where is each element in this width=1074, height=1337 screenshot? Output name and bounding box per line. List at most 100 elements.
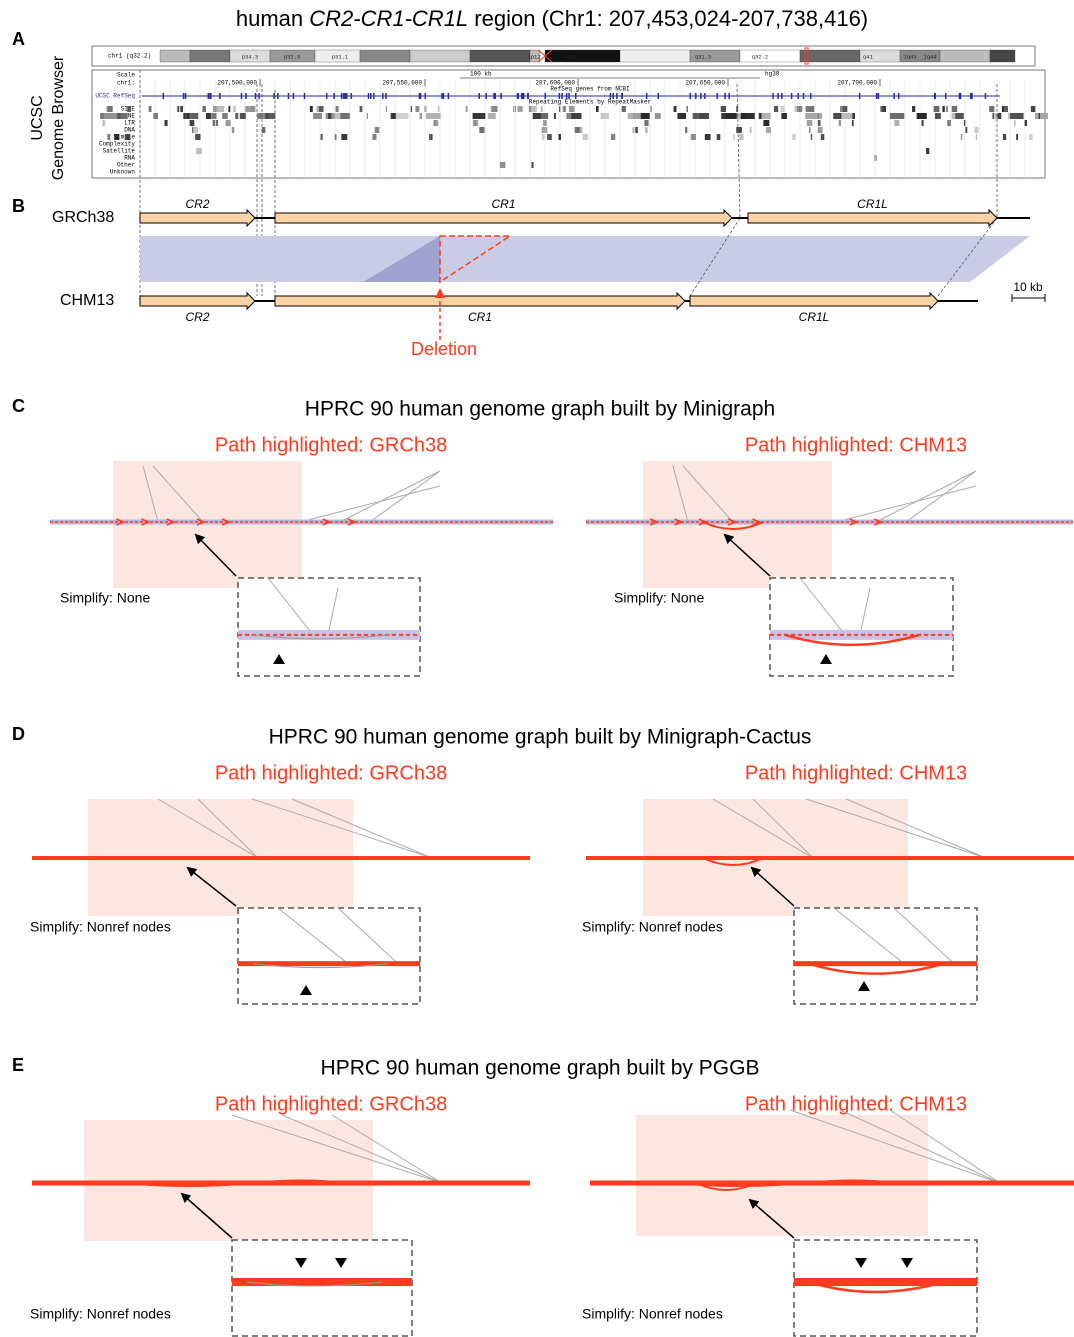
repeat-element: [127, 106, 131, 112]
exon: [934, 93, 936, 99]
repeat-element: [559, 134, 561, 140]
repeat-element: [687, 106, 688, 112]
title-genes: CR2-CR1-CR1L: [309, 6, 468, 31]
repeat-element: [841, 113, 852, 119]
repeat-element: [685, 127, 687, 133]
repeat-element: [781, 113, 786, 119]
repeat-element: [1010, 113, 1024, 119]
repeat-element: [989, 106, 994, 112]
repeat-element: [233, 106, 236, 112]
gene-track-label: UCSC RefSeq: [95, 93, 135, 100]
repeat-element: [762, 113, 771, 119]
gene-arrow: [748, 210, 997, 226]
repeat-element: [809, 106, 815, 112]
repeat-element: [818, 120, 821, 126]
repeat-element: [372, 134, 376, 140]
exon: [781, 93, 783, 99]
gene-arrow: [275, 210, 732, 226]
exon: [893, 93, 895, 99]
repeat-element: [628, 113, 633, 119]
repeat-element: [781, 106, 785, 112]
repeat-element: [821, 134, 824, 140]
repeat-element: [601, 113, 609, 119]
repeat-element: [1014, 120, 1015, 126]
repeat-class-label: DNA: [124, 127, 135, 134]
figure-title: human CR2-CR1-CR1L region (Chr1: 207,453…: [236, 6, 868, 31]
repeat-element: [745, 113, 754, 119]
scale-value: 100 kb: [470, 71, 492, 78]
repeat-element: [212, 113, 217, 119]
gene-label: CR2: [185, 197, 209, 211]
title-prefix: human: [236, 6, 309, 31]
exon: [485, 93, 487, 99]
repeat-element: [438, 106, 439, 112]
inset-box: [238, 908, 420, 1004]
repeat-element: [340, 113, 350, 119]
repeat-element: [705, 134, 711, 140]
inset-box: [232, 1240, 412, 1336]
repeat-element: [874, 155, 877, 161]
exon: [985, 93, 987, 99]
repeat-element: [1039, 113, 1040, 119]
repeat-element: [926, 148, 929, 154]
assembly-name: CHM13: [60, 292, 114, 309]
repeat-element: [228, 106, 230, 112]
repeat-element: [195, 134, 200, 140]
repeat-element: [894, 120, 899, 126]
ideogram-band-label: 1q12: [563, 53, 576, 60]
ideogram-band-label: q32.2: [752, 53, 769, 60]
repeat-element: [415, 106, 419, 112]
chrom-label: chr1:: [117, 80, 135, 87]
ideogram-band: [470, 50, 530, 62]
repeat-element: [420, 113, 422, 119]
repeat-element: [514, 106, 515, 112]
repeat-element: [965, 127, 967, 133]
repeat-element: [843, 106, 848, 112]
repeat-element: [328, 113, 331, 119]
repeat-element: [517, 106, 522, 112]
exon: [810, 93, 812, 99]
repeat-element: [635, 127, 637, 133]
gene-label: CR2: [185, 310, 209, 324]
repeat-element: [699, 113, 709, 119]
repeat-element: [880, 106, 882, 112]
exon: [207, 93, 209, 99]
repeat-element: [839, 120, 841, 126]
zoom-region: [636, 1115, 928, 1236]
ideogram-band: [940, 50, 990, 62]
scale-bar-label: 10 kb: [1013, 280, 1043, 294]
panel-label: C: [12, 396, 25, 416]
exon: [273, 93, 275, 99]
exon: [876, 93, 878, 99]
repeat-element: [541, 106, 543, 112]
repeat-element: [203, 106, 206, 112]
graph-edge: [370, 471, 440, 522]
side-label: UCSC: [29, 95, 46, 140]
alignment-band: [140, 236, 1030, 282]
ideogram-band: [160, 50, 190, 62]
exon: [518, 93, 520, 99]
repeat-element: [645, 127, 648, 133]
exon: [368, 93, 370, 99]
repeat-element: [942, 106, 944, 112]
repeat-element: [917, 113, 927, 119]
path-highlight: Path highlighted: GRCh38: [215, 762, 447, 784]
exon: [255, 93, 257, 99]
exon: [898, 93, 900, 99]
repeat-element: [766, 127, 771, 133]
exon: [351, 93, 353, 99]
repeat-element: [622, 106, 626, 112]
exon: [183, 93, 185, 99]
repeat-element: [852, 120, 854, 126]
repeat-element: [795, 106, 798, 112]
repeat-element: [126, 134, 130, 140]
repeat-element: [216, 120, 218, 126]
repeat-element: [500, 162, 505, 168]
repeat-element: [583, 134, 589, 140]
repeat-element: [953, 106, 957, 112]
repeat-element: [335, 113, 340, 119]
repeat-element: [774, 106, 778, 112]
repeat-element: [262, 127, 265, 133]
path-highlight: Path highlighted: GRCh38: [215, 434, 447, 456]
graph-edge: [300, 486, 440, 522]
